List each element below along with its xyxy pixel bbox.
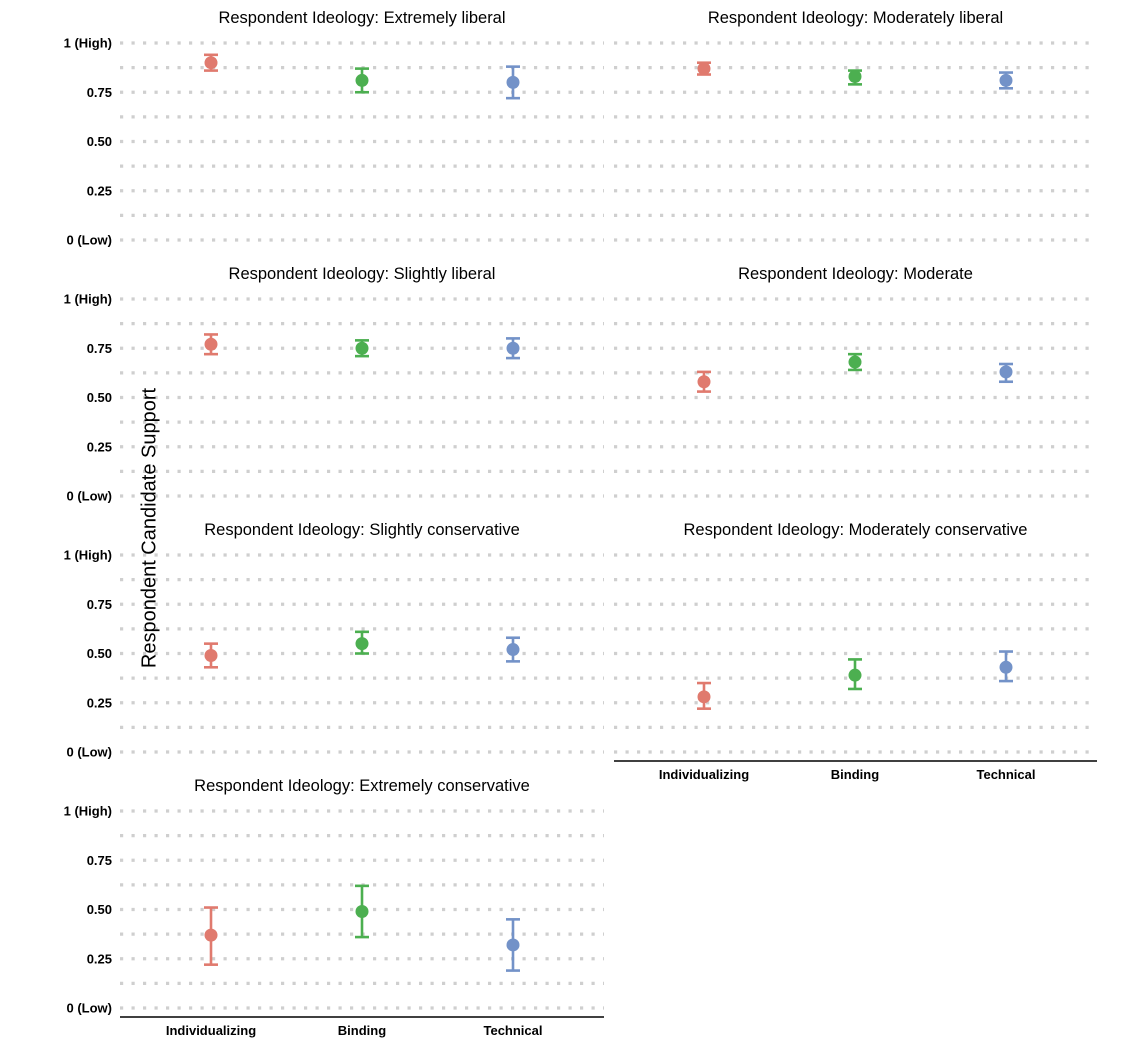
- panel-6: Respondent Ideology: Moderately conserva…: [614, 521, 1097, 782]
- panel-title: Respondent Ideology: Slightly liberal: [229, 265, 496, 283]
- data-point-binding: [355, 73, 369, 87]
- data-point-individualizing: [204, 928, 218, 942]
- y-tick-label: 0 (Low): [67, 1001, 113, 1016]
- data-point-binding: [355, 637, 369, 651]
- x-tick-label: Individualizing: [166, 1023, 256, 1038]
- panel-title: Respondent Ideology: Moderately conserva…: [684, 521, 1028, 539]
- data-point-technical: [999, 73, 1013, 87]
- panel-3: Respondent Ideology: Slightly liberal 0 (…: [64, 265, 604, 504]
- x-tick-label: Technical: [976, 767, 1035, 782]
- y-tick-label: 1 (High): [64, 36, 112, 51]
- panel-title: Respondent Ideology: Slightly conservati…: [204, 521, 520, 539]
- y-tick-label: 0.50: [87, 134, 112, 149]
- data-point-individualizing: [697, 375, 711, 389]
- data-point-technical: [506, 75, 520, 89]
- data-point-binding: [848, 668, 862, 682]
- data-point-technical: [506, 643, 520, 657]
- panel-title: Respondent Ideology: Extremely liberal: [218, 9, 505, 27]
- data-point-technical: [999, 660, 1013, 674]
- data-point-binding: [848, 355, 862, 369]
- y-axis-label: Respondent Candidate Support: [138, 387, 161, 669]
- data-point-technical: [506, 341, 520, 355]
- data-point-technical: [506, 938, 520, 952]
- panel-4: Respondent Ideology: Moderate: [614, 265, 1097, 498]
- y-tick-label: 0.75: [87, 341, 112, 356]
- y-tick-label: 0.50: [87, 902, 112, 917]
- data-point-individualizing: [204, 56, 218, 70]
- y-tick-label: 1 (High): [64, 292, 112, 307]
- x-tick-label: Binding: [831, 767, 879, 782]
- y-tick-label: 0 (Low): [67, 233, 113, 248]
- y-tick-label: 0.75: [87, 853, 112, 868]
- panel-title: Respondent Ideology: Extremely conservat…: [194, 777, 530, 795]
- data-point-technical: [999, 365, 1013, 379]
- panel-7: Respondent Ideology: Extremely conservat…: [64, 777, 604, 1038]
- y-tick-label: 1 (High): [64, 548, 112, 563]
- y-tick-label: 0 (Low): [67, 745, 113, 760]
- y-tick-label: 1 (High): [64, 804, 112, 819]
- data-point-individualizing: [697, 62, 711, 76]
- data-point-binding: [848, 69, 862, 83]
- y-tick-label: 0.75: [87, 85, 112, 100]
- data-point-individualizing: [204, 337, 218, 351]
- panel-title: Respondent Ideology: Moderate: [738, 265, 973, 283]
- y-tick-label: 0.25: [87, 183, 112, 198]
- y-tick-label: 0.25: [87, 439, 112, 454]
- y-tick-label: 0.25: [87, 695, 112, 710]
- y-tick-label: 0.75: [87, 597, 112, 612]
- y-tick-label: 0.25: [87, 951, 112, 966]
- y-tick-label: 0 (Low): [67, 489, 113, 504]
- data-point-individualizing: [697, 690, 711, 704]
- panel-1: Respondent Ideology: Extremely liberal 0 …: [64, 9, 604, 248]
- data-point-binding: [355, 341, 369, 355]
- x-tick-label: Binding: [338, 1023, 386, 1038]
- y-tick-label: 0.50: [87, 646, 112, 661]
- x-tick-label: Technical: [483, 1023, 542, 1038]
- data-point-individualizing: [204, 648, 218, 662]
- panel-title: Respondent Ideology: Moderately liberal: [708, 9, 1003, 27]
- panel-5: Respondent Ideology: Slightly conservati…: [64, 521, 604, 760]
- data-point-binding: [355, 904, 369, 918]
- y-tick-label: 0.50: [87, 390, 112, 405]
- panel-2: Respondent Ideology: Moderately liberal: [614, 9, 1097, 242]
- x-tick-label: Individualizing: [659, 767, 749, 782]
